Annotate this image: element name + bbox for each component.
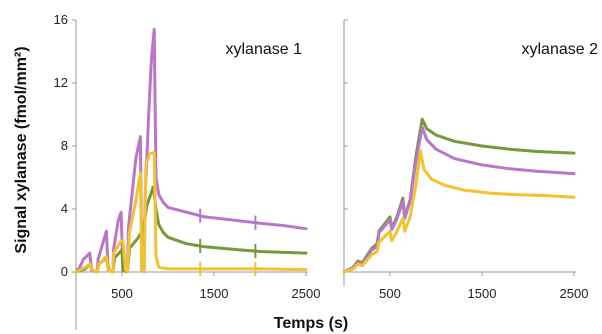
x-tick-label: 2500: [560, 286, 589, 301]
x-tick-label: 1500: [468, 286, 497, 301]
series-line-3: [342, 149, 576, 274]
y-tick-label: 8: [61, 138, 68, 153]
y-axis-title: Signal xylanase (fmol/mm²): [13, 46, 30, 253]
x-tick-label: 1500: [200, 286, 229, 301]
x-tick-label: 500: [111, 286, 133, 301]
y-tick-label: 0: [61, 264, 68, 279]
series-line-2: [342, 125, 576, 274]
x-tick-label: 500: [379, 286, 401, 301]
panel-xylanase-2: 500 1500 2500 xylanase 2: [342, 19, 599, 301]
y-tick-label: 16: [54, 12, 68, 27]
y-tick-label: 4: [61, 201, 68, 216]
panel-title: xylanase 1: [226, 41, 303, 58]
panel-title: xylanase 2: [522, 41, 599, 58]
series-line-3: [74, 150, 308, 274]
series-line-1: [74, 27, 308, 274]
panel-xylanase-1: 0 4 8 12 16 500 1500 2500 xylanase 1: [54, 12, 321, 330]
series-line-2: [74, 185, 308, 274]
y-tick-label: 12: [54, 75, 68, 90]
x-tick-label: 2500: [292, 286, 321, 301]
x-axis-title: Temps (s): [274, 315, 348, 332]
